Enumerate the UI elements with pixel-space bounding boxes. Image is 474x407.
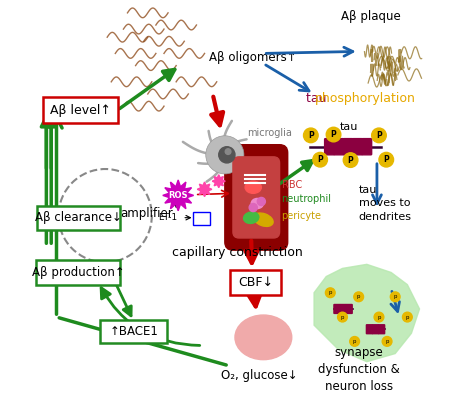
FancyBboxPatch shape [233, 157, 280, 238]
FancyBboxPatch shape [373, 325, 379, 334]
Text: P: P [383, 155, 389, 164]
Ellipse shape [235, 315, 292, 360]
Circle shape [337, 312, 347, 322]
Text: Aβ production↑: Aβ production↑ [32, 266, 124, 279]
Text: P: P [331, 130, 337, 139]
Text: Aβ plaque: Aβ plaque [341, 11, 401, 24]
FancyBboxPatch shape [343, 139, 353, 155]
Text: p: p [357, 294, 360, 299]
Circle shape [402, 312, 412, 322]
Text: pericyte: pericyte [282, 211, 322, 221]
Text: p: p [406, 315, 409, 319]
Text: phosphorylation: phosphorylation [315, 92, 416, 105]
FancyBboxPatch shape [37, 206, 120, 230]
Polygon shape [163, 180, 193, 211]
Circle shape [382, 337, 392, 346]
Circle shape [225, 149, 231, 154]
Text: p: p [393, 294, 397, 299]
Polygon shape [314, 264, 419, 362]
Circle shape [326, 288, 335, 298]
Ellipse shape [251, 199, 264, 208]
Circle shape [257, 197, 265, 206]
Text: microglia: microglia [247, 127, 292, 138]
Circle shape [390, 292, 400, 302]
FancyBboxPatch shape [325, 139, 334, 155]
FancyBboxPatch shape [100, 319, 167, 343]
Circle shape [379, 152, 393, 167]
Polygon shape [212, 175, 225, 188]
FancyBboxPatch shape [230, 270, 281, 295]
Text: tau: tau [306, 92, 330, 105]
Circle shape [374, 312, 384, 322]
Text: p: p [341, 315, 344, 319]
Text: p: p [377, 315, 381, 319]
Text: Aβ clearance↓: Aβ clearance↓ [36, 211, 122, 224]
Text: Aβ oligomers↑: Aβ oligomers↑ [209, 51, 296, 64]
Ellipse shape [244, 212, 259, 223]
FancyBboxPatch shape [366, 325, 373, 334]
Text: P: P [348, 155, 354, 164]
FancyBboxPatch shape [362, 139, 372, 155]
FancyBboxPatch shape [379, 325, 384, 334]
FancyBboxPatch shape [340, 304, 346, 313]
Circle shape [303, 128, 318, 143]
Circle shape [219, 147, 235, 163]
Text: tau
moves to
dendrites: tau moves to dendrites [359, 185, 412, 222]
Circle shape [343, 153, 358, 167]
Text: P: P [376, 131, 382, 140]
Text: ↑BACE1: ↑BACE1 [109, 325, 158, 338]
Circle shape [249, 204, 257, 212]
Text: CBF↓: CBF↓ [238, 276, 273, 289]
Circle shape [372, 128, 386, 143]
Text: neutrophil: neutrophil [282, 195, 332, 204]
Text: p: p [353, 339, 356, 344]
Text: tau: tau [339, 122, 358, 132]
Text: Aβ level↑: Aβ level↑ [50, 104, 111, 117]
Polygon shape [197, 182, 212, 197]
FancyBboxPatch shape [334, 304, 340, 313]
Text: ETₐ: ETₐ [197, 213, 212, 222]
Text: P: P [317, 155, 323, 164]
Ellipse shape [254, 213, 273, 226]
Text: O₂, glucose↓: O₂, glucose↓ [221, 370, 298, 383]
Text: p: p [328, 290, 332, 295]
Text: ROS: ROS [168, 191, 188, 200]
Ellipse shape [245, 181, 261, 193]
Text: amplifier: amplifier [120, 207, 173, 220]
Text: P: P [308, 131, 314, 140]
FancyBboxPatch shape [225, 144, 288, 250]
Text: p: p [385, 339, 389, 344]
Text: RBC: RBC [282, 180, 302, 190]
FancyBboxPatch shape [36, 260, 119, 284]
Polygon shape [95, 208, 117, 224]
Text: capillary constriction: capillary constriction [172, 246, 302, 259]
Circle shape [326, 127, 341, 142]
Circle shape [350, 337, 359, 346]
FancyBboxPatch shape [43, 97, 118, 123]
Text: synapse
dysfunction &
neuron loss: synapse dysfunction & neuron loss [318, 346, 400, 393]
Circle shape [354, 292, 364, 302]
FancyBboxPatch shape [353, 139, 362, 155]
Circle shape [206, 136, 244, 174]
FancyBboxPatch shape [346, 304, 352, 313]
FancyBboxPatch shape [334, 139, 344, 155]
FancyBboxPatch shape [193, 212, 210, 225]
Text: ET-1: ET-1 [158, 213, 178, 222]
Circle shape [313, 152, 328, 167]
